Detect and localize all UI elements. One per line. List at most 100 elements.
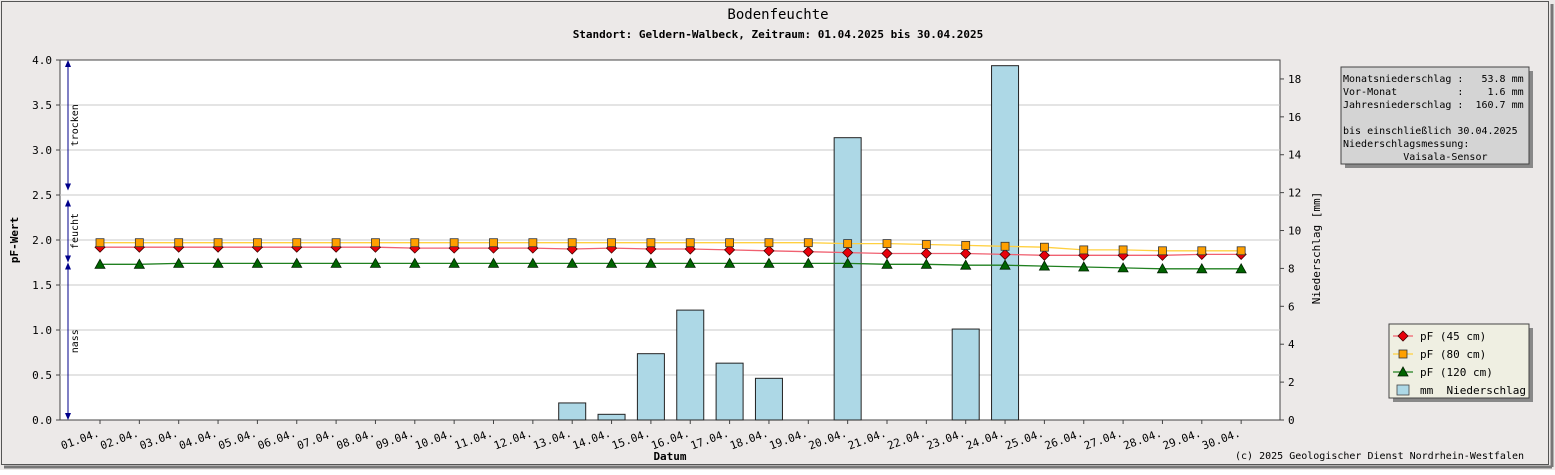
data-point-triangle — [1235, 262, 1247, 274]
data-point-triangle — [251, 257, 264, 268]
data-point-square — [134, 238, 144, 248]
legend-marker-triangle — [1397, 366, 1409, 377]
y-right-tick-label: 14 — [1288, 149, 1302, 162]
data-point-triangle — [487, 257, 500, 268]
data-point-triangle — [173, 257, 185, 268]
data-point-diamond — [724, 244, 736, 256]
data-point-triangle — [1156, 262, 1169, 274]
y-right-tick-label: 2 — [1288, 376, 1295, 389]
info-box: Monatsniederschlag : 53.8 mm Vor-Monat : … — [1340, 66, 1533, 168]
data-point-triangle — [1038, 260, 1051, 271]
data-point-square — [292, 238, 302, 248]
zone-arrow-up — [65, 60, 71, 67]
info-box-line: bis einschließlich 30.04.2025 — [1343, 126, 1518, 137]
y-axis-left-ticks: 0.0 0.5 1.0 1.5 2.0 2.5 3.0 3.5 4.0 — [32, 54, 60, 427]
chart-border — [1, 1, 1549, 465]
legend-label: pF (120 cm) — [1420, 366, 1493, 379]
y-left-tick-label: 1.0 — [32, 324, 52, 337]
precipitation-bar — [754, 377, 783, 421]
chart-title: Bodenfeuchte — [727, 7, 828, 23]
precipitation-bar — [636, 353, 665, 421]
y-left-tick-label: 2.0 — [32, 234, 52, 247]
precipitation-bar — [951, 328, 980, 421]
data-point-square — [921, 240, 931, 249]
data-point-square — [252, 238, 262, 248]
data-point-square — [725, 238, 734, 248]
data-point-square — [1079, 245, 1089, 255]
data-point-triangle — [881, 258, 893, 269]
data-point-square — [449, 238, 459, 248]
y-right-tick-label: 8 — [1288, 262, 1295, 275]
data-point-square — [410, 238, 420, 248]
legend-swatch-bar — [1396, 384, 1410, 396]
y-right-tick-label: 12 — [1288, 187, 1301, 200]
info-box-lines: Monatsniederschlag : 53.8 mm Vor-Monat : … — [1343, 74, 1524, 163]
legend-marker-diamond — [1397, 330, 1409, 342]
y-axis-left-label: pF-Wert — [8, 217, 21, 263]
y-right-tick-label: 10 — [1288, 225, 1301, 238]
data-point-triangle — [841, 257, 854, 268]
data-point-triangle — [645, 257, 657, 268]
legend-marker-square — [1398, 349, 1408, 359]
precipitation-bar — [558, 402, 587, 421]
y-left-tick-label: 1.5 — [32, 279, 52, 292]
data-point-triangle — [1196, 262, 1208, 274]
zone-arrow-down — [65, 255, 71, 263]
data-point-square — [489, 238, 498, 248]
y-axis-right-label: Niederschlag [mm] — [1310, 192, 1323, 305]
data-point-square — [567, 238, 577, 248]
data-point-square — [1118, 245, 1128, 255]
data-point-triangle — [960, 259, 972, 270]
y-left-tick-label: 2.5 — [32, 189, 52, 202]
data-point-square — [685, 238, 695, 248]
data-point-triangle — [999, 259, 1011, 270]
legend-label: pF (80 cm) — [1420, 348, 1486, 361]
y-right-tick-label: 18 — [1288, 73, 1301, 86]
data-point-triangle — [763, 257, 775, 268]
y-left-tick-label: 0.0 — [32, 414, 52, 427]
info-box-line: Niederschlagsmessung: — [1343, 139, 1469, 150]
data-point-square — [1158, 246, 1167, 256]
info-box-line: Vaisala-Sensor — [1343, 152, 1488, 163]
data-point-triangle — [212, 257, 224, 268]
data-point-square — [174, 238, 184, 248]
moisture-zones: trocken feucht nass — [65, 60, 81, 420]
precipitation-bar — [676, 309, 705, 421]
data-point-triangle — [369, 257, 382, 268]
data-point-triangle — [566, 257, 578, 268]
data-point-triangle — [1117, 262, 1129, 273]
data-point-square — [213, 238, 223, 248]
y-left-tick-label: 3.5 — [32, 99, 52, 112]
data-point-triangle — [94, 258, 106, 269]
data-point-triangle — [684, 257, 696, 268]
precipitation-bars — [558, 65, 1020, 421]
zone-arrow-up — [65, 199, 71, 207]
copyright-note: (c) 2025 Geologischer Dienst Nordrhein-W… — [1235, 451, 1524, 462]
series-line-square — [100, 242, 1242, 252]
info-box-line: Vor-Monat : 1.6 mm — [1343, 87, 1524, 98]
info-box-panel — [1340, 66, 1530, 165]
y-axis-right-ticks: 0 2 4 6 8 10 12 14 16 18 — [1280, 73, 1302, 427]
precipitation-bar — [833, 137, 862, 421]
series-line-diamond — [100, 246, 1242, 256]
grid-lines — [60, 104, 1280, 376]
data-point-triangle — [291, 257, 303, 268]
data-point-triangle — [605, 257, 618, 268]
legend-label: mm Niederschlag — [1420, 384, 1526, 397]
chart-subtitle: Standort: Geldern-Walbeck, Zeitraum: 01.… — [573, 28, 984, 41]
data-point-triangle — [802, 257, 814, 268]
precipitation-bar — [715, 362, 744, 421]
data-point-square — [95, 238, 105, 248]
series-line-triangle — [100, 262, 1242, 270]
data-point-square — [764, 238, 774, 248]
y-right-tick-label: 16 — [1288, 111, 1301, 124]
zone-arrow-down — [65, 413, 71, 420]
legend-label: pF (45 cm) — [1420, 330, 1486, 343]
data-point-triangle — [330, 257, 342, 268]
data-point-triangle — [723, 257, 736, 268]
data-point-square — [803, 238, 813, 248]
data-point-diamond — [960, 247, 972, 260]
zone-label: trocken — [70, 104, 81, 146]
